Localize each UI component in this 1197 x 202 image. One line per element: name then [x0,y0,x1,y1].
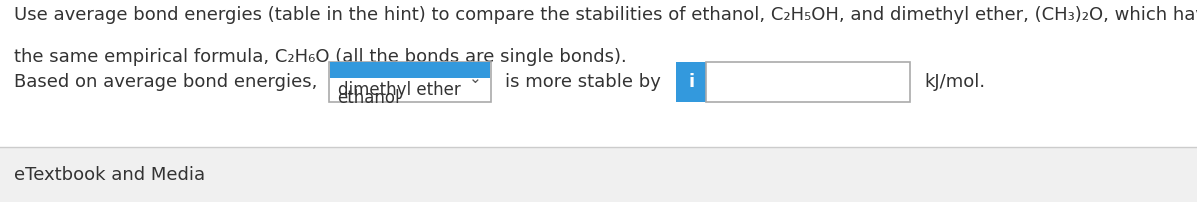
Text: Use average bond energies (table in the hint) to compare the stabilities of etha: Use average bond energies (table in the … [14,6,1197,24]
Text: eTextbook and Media: eTextbook and Media [14,166,206,184]
Text: dimethyl ether: dimethyl ether [338,81,461,99]
Bar [676,62,706,102]
Text: ⌄: ⌄ [469,71,481,86]
Text: ethanol: ethanol [338,89,400,107]
Bar [330,62,490,78]
Text: i: i [688,73,694,91]
Bar [329,62,491,102]
Bar [0,147,1197,202]
Text: Based on average bond energies,: Based on average bond energies, [14,73,317,91]
Text: is more stable by: is more stable by [505,73,661,91]
Text: kJ/mol.: kJ/mol. [924,73,985,91]
Text: the same empirical formula, C₂H₆O (all the bonds are single bonds).: the same empirical formula, C₂H₆O (all t… [14,48,627,66]
Bar [706,62,910,102]
